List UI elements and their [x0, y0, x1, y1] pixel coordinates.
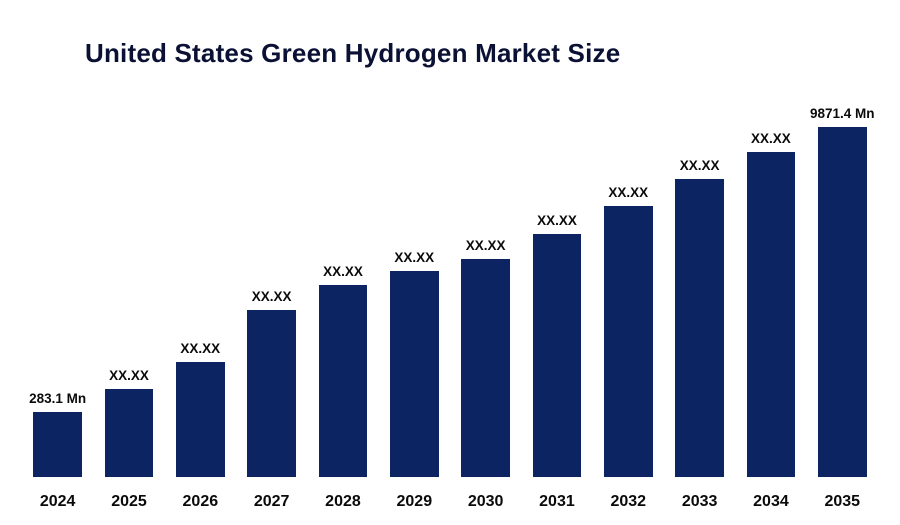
bar-value-label: XX.XX — [751, 131, 791, 146]
bar-chart: 283.1 Mn 2024 XX.XX 2025 XX.XX 2026 XX.XX 2027 X… — [22, 85, 878, 511]
bar-group: XX.XX 2031 — [521, 85, 592, 511]
bar — [532, 234, 582, 477]
bar — [461, 259, 510, 477]
x-axis-label: 2029 — [396, 493, 433, 510]
bar — [675, 179, 724, 477]
bar-value-label: 9871.4 Mn — [810, 106, 875, 121]
x-axis-label: 2025 — [111, 493, 147, 510]
bar — [176, 362, 225, 477]
x-axis-label: 2024 — [39, 493, 76, 510]
bar-group: 283.1 Mn 2024 — [22, 85, 93, 511]
bar-group: XX.XX 2027 — [236, 85, 307, 511]
bar — [390, 271, 439, 477]
x-axis-label: 2031 — [539, 493, 575, 510]
bar-group: 9871.4 Mn 2035 — [807, 85, 878, 511]
x-axis-label: 2027 — [253, 493, 290, 510]
bar-value-label: 283.1 Mn — [29, 391, 87, 406]
bar-value-label: XX.XX — [537, 213, 577, 228]
bar-value-label: XX.XX — [608, 185, 649, 200]
bar — [33, 412, 82, 477]
x-axis-label: 2033 — [681, 493, 718, 510]
bar — [604, 206, 653, 477]
bar — [104, 389, 154, 477]
chart-title: United States Green Hydrogen Market Size — [85, 38, 621, 68]
bar-value-label: XX.XX — [465, 238, 506, 253]
bar — [247, 310, 296, 477]
x-axis-label: 2034 — [753, 493, 789, 510]
bar-group: XX.XX 2030 — [450, 85, 521, 511]
bar-value-label: XX.XX — [679, 158, 720, 173]
bar-group: XX.XX 2033 — [664, 85, 735, 511]
bar — [818, 127, 867, 477]
bar-value-label: XX.XX — [323, 264, 363, 279]
bar-group: XX.XX 2034 — [735, 85, 806, 511]
bar-group: XX.XX 2025 — [93, 85, 164, 511]
x-axis-label: 2032 — [610, 493, 647, 510]
bar-value-label: XX.XX — [251, 289, 292, 304]
bar-value-label: XX.XX — [394, 250, 435, 265]
bar-value-label: XX.XX — [180, 341, 221, 356]
bar-group: XX.XX 2026 — [165, 85, 236, 511]
x-axis-label: 2030 — [467, 493, 504, 510]
bar — [318, 285, 368, 477]
bar-group: XX.XX 2029 — [379, 85, 450, 511]
x-axis-label: 2028 — [325, 493, 361, 510]
bar-group: XX.XX 2028 — [307, 85, 378, 511]
bar-value-label: XX.XX — [109, 368, 149, 383]
x-axis-label: 2035 — [824, 493, 861, 510]
bar-group: XX.XX 2032 — [593, 85, 664, 511]
bar — [746, 152, 796, 477]
x-axis-label: 2026 — [182, 493, 219, 510]
